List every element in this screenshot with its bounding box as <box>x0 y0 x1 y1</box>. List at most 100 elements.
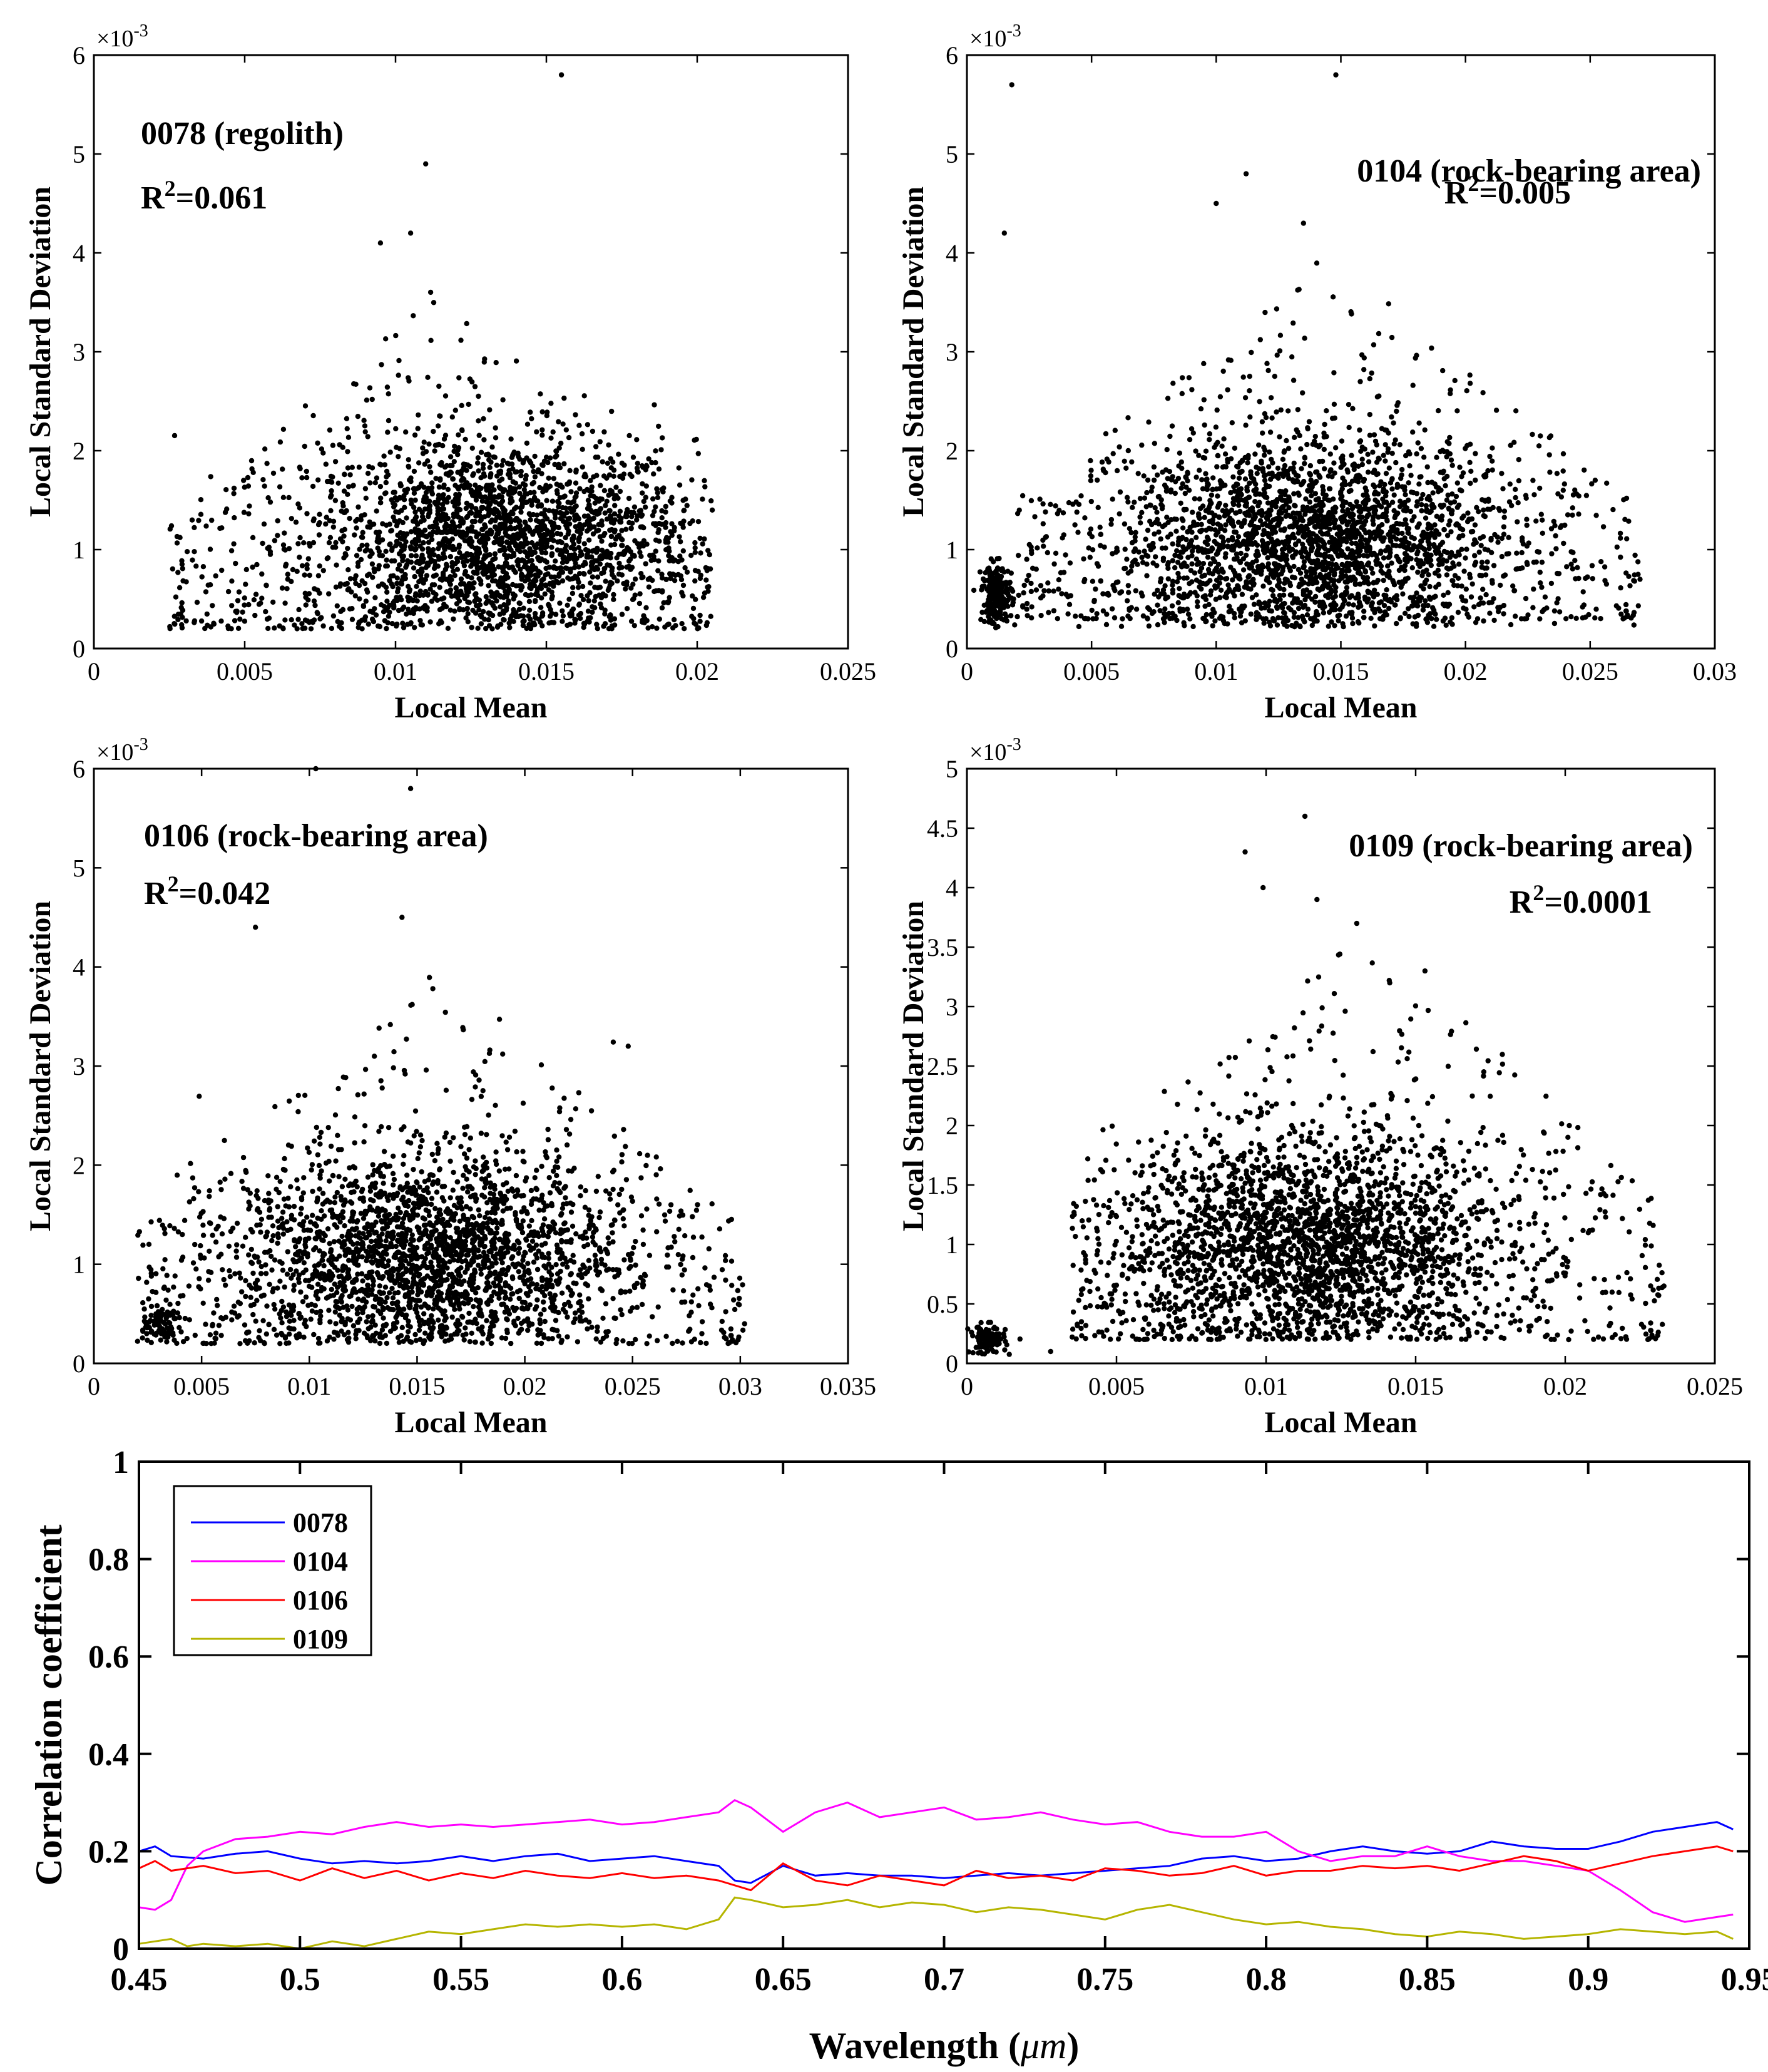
data-point <box>1189 561 1195 567</box>
data-point <box>1403 492 1408 498</box>
data-point <box>1295 567 1302 573</box>
data-point <box>553 612 559 617</box>
data-point <box>1280 568 1285 573</box>
data-point <box>1245 531 1251 536</box>
data-point <box>1174 548 1180 554</box>
data-point <box>538 391 543 397</box>
data-point <box>469 562 475 567</box>
data-point <box>295 541 301 546</box>
data-point <box>563 505 568 511</box>
data-point <box>486 453 492 458</box>
data-point <box>524 491 530 497</box>
data-point <box>1260 544 1266 550</box>
data-point <box>1456 523 1461 528</box>
data-point <box>1404 546 1410 552</box>
data-point <box>1155 622 1161 628</box>
data-point <box>615 578 620 584</box>
data-point <box>272 538 278 543</box>
data-point <box>630 520 635 526</box>
data-point <box>1375 471 1381 477</box>
data-point <box>1298 550 1304 556</box>
panel-annotation: 0078 (regolith) <box>141 116 344 151</box>
data-point <box>651 521 657 526</box>
scatter-panel-0078: 0 0.005 0.01 0.015 0.02 0.0250123456×10-3Loca… <box>24 21 876 724</box>
y-tick-label: 3 <box>73 338 85 366</box>
data-point <box>1195 603 1200 609</box>
data-point <box>446 529 451 535</box>
data-point <box>473 603 479 608</box>
data-point <box>508 519 514 525</box>
data-point <box>345 465 351 471</box>
data-point <box>204 611 210 617</box>
data-point <box>568 489 574 495</box>
data-point <box>539 471 544 476</box>
data-point <box>1449 622 1455 627</box>
data-point <box>367 480 373 486</box>
data-point <box>1331 578 1337 583</box>
data-point <box>310 620 315 625</box>
data-point <box>457 530 463 536</box>
data-point <box>481 572 487 577</box>
data-point <box>404 611 409 617</box>
data-point <box>489 571 495 577</box>
data-point <box>1421 531 1428 537</box>
data-point <box>406 375 411 381</box>
data-point <box>335 480 341 486</box>
data-point <box>1274 604 1280 610</box>
data-point <box>543 583 549 588</box>
y-tick-label: 2 <box>73 437 85 465</box>
data-point <box>367 553 373 559</box>
data-point <box>213 573 218 579</box>
data-point <box>665 540 671 545</box>
data-point <box>1279 516 1284 522</box>
data-point <box>1349 548 1355 554</box>
data-point <box>1254 542 1260 548</box>
data-point <box>589 488 595 494</box>
data-point <box>411 490 417 496</box>
data-point <box>673 623 678 628</box>
data-point <box>1082 515 1088 521</box>
data-point <box>428 556 434 563</box>
data-point <box>489 444 495 450</box>
data-point <box>640 481 645 487</box>
data-point <box>364 542 370 548</box>
data-point <box>387 609 392 615</box>
data-point <box>420 445 426 451</box>
data-point <box>456 432 461 438</box>
data-point <box>1307 471 1313 477</box>
x-tick-label: 0 <box>88 657 100 685</box>
data-point <box>1242 503 1249 509</box>
data-point <box>327 518 332 523</box>
data-point <box>369 561 376 567</box>
data-point <box>705 548 711 553</box>
data-point <box>1403 563 1408 568</box>
data-point <box>697 612 703 618</box>
data-point <box>1120 616 1125 622</box>
data-point <box>1415 440 1421 446</box>
data-point <box>264 616 270 622</box>
data-point <box>653 448 658 454</box>
data-point <box>595 574 601 580</box>
data-point <box>487 464 493 470</box>
data-point <box>402 505 407 510</box>
data-point <box>655 495 661 500</box>
data-point <box>246 602 252 608</box>
data-point <box>409 553 414 558</box>
data-point <box>1161 591 1167 597</box>
data-point <box>1426 572 1431 578</box>
data-point <box>433 476 439 481</box>
data-point <box>1402 568 1408 573</box>
data-point <box>1346 601 1352 607</box>
data-point <box>279 585 285 591</box>
data-point <box>1631 622 1637 628</box>
data-point <box>431 565 437 572</box>
data-point <box>411 565 417 571</box>
data-point <box>654 625 660 631</box>
data-point <box>413 519 419 525</box>
data-point <box>1155 472 1160 478</box>
y-tick-label: 0 <box>73 635 85 663</box>
data-point <box>496 513 502 519</box>
data-point <box>1205 567 1212 573</box>
data-point <box>1238 486 1244 491</box>
data-point <box>402 575 408 582</box>
